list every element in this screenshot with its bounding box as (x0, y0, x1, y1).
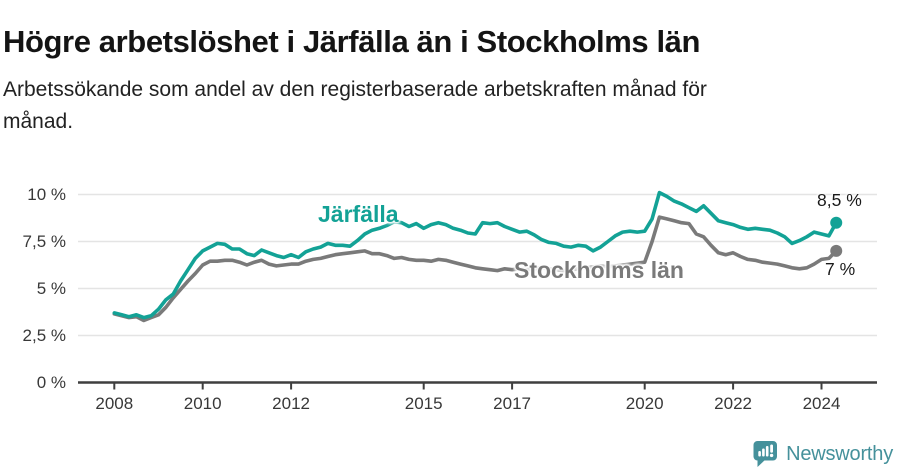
series-end-dot-jarfalla (830, 216, 843, 229)
chart-subtitle-line2: månad. (3, 110, 74, 133)
x-axis-tick-label-2010: 2010 (183, 394, 222, 413)
series-label-jarfalla: Järfälla (318, 201, 399, 227)
x-axis-tick-label-2020: 2020 (625, 394, 664, 413)
series-line-jarfalla (112, 190, 839, 320)
series-end-dot-stockholms-lan (830, 244, 843, 257)
x-axis-tick-label-2017: 2017 (493, 394, 531, 413)
y-axis-tick-label-5: 5 % (36, 278, 66, 298)
chart-title: Högre arbetslöshet i Järfälla än i Stock… (3, 23, 701, 59)
x-axis-tick-label-2024: 2024 (802, 394, 841, 413)
chart-subtitle: Arbetssökande som andel av den registerb… (3, 74, 883, 138)
x-axis-tick-label-2015: 2015 (404, 394, 443, 413)
x-axis-tick-label-2008: 2008 (95, 394, 134, 413)
newsworthy-brand-name: Newsworthy (786, 442, 893, 465)
chart-subtitle-line1: Arbetssökande som andel av den registerb… (3, 78, 707, 101)
y-axis-tick-label-0: 0 % (36, 372, 66, 392)
series-end-value-jarfalla: 8,5 % (817, 190, 862, 210)
series-line-stockholms-lan (112, 215, 839, 323)
y-axis-tick-label-7.5: 7,5 % (22, 231, 66, 251)
y-axis-tick-label-2.5: 2,5 % (22, 325, 66, 345)
y-axis-tick-label-10: 10 % (27, 184, 66, 204)
x-axis-tick-label-2022: 2022 (714, 394, 752, 413)
series-end-value-stockholms-lan: 7 % (825, 259, 856, 279)
x-axis-tick-label-2012: 2012 (272, 394, 310, 413)
series-label-stockholms-lan: Stockholms län (514, 257, 684, 283)
newsworthy-logo-icon (752, 440, 778, 468)
newsworthy-brand-link[interactable]: Newsworthy (752, 440, 893, 468)
